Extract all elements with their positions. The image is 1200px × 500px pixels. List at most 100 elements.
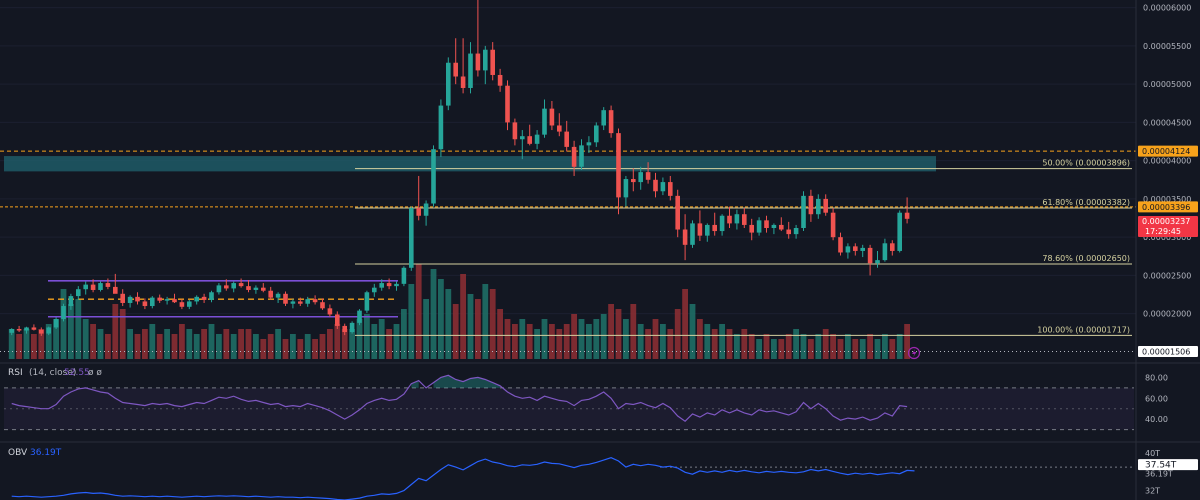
candle-body[interactable]	[756, 220, 762, 233]
candle-body[interactable]	[224, 285, 229, 289]
candle-body[interactable]	[838, 237, 843, 253]
candle-body[interactable]	[682, 229, 688, 245]
lightning-icon[interactable]	[907, 346, 921, 360]
candle-body[interactable]	[727, 215, 732, 224]
candle-body[interactable]	[594, 125, 599, 143]
candle-body[interactable]	[749, 224, 754, 233]
candle-body[interactable]	[571, 146, 577, 167]
candle-body[interactable]	[601, 110, 606, 126]
candle-body[interactable]	[446, 62, 451, 106]
candle-body[interactable]	[364, 292, 370, 311]
candle-body[interactable]	[9, 328, 14, 333]
candle-body[interactable]	[423, 203, 429, 216]
candle-body[interactable]	[416, 208, 421, 216]
candle-body[interactable]	[882, 243, 888, 261]
candle-body[interactable]	[557, 125, 562, 132]
candle-body[interactable]	[238, 283, 244, 287]
candle-body[interactable]	[61, 306, 66, 320]
candle-body[interactable]	[179, 302, 185, 307]
candle-body[interactable]	[453, 62, 458, 77]
candle-body[interactable]	[712, 224, 717, 232]
candle-body[interactable]	[623, 179, 629, 198]
candle-body[interactable]	[734, 214, 740, 224]
candle-body[interactable]	[201, 296, 207, 300]
candle-body[interactable]	[394, 283, 399, 287]
candle-body[interactable]	[127, 296, 133, 303]
candle-body[interactable]	[268, 290, 273, 298]
candle-body[interactable]	[875, 260, 880, 264]
candle-body[interactable]	[320, 302, 325, 309]
candle-body[interactable]	[527, 136, 532, 144]
candle-body[interactable]	[401, 267, 407, 284]
candle-body[interactable]	[660, 182, 666, 192]
candle-body[interactable]	[379, 283, 384, 288]
candle-body[interactable]	[172, 299, 177, 303]
candle-body[interactable]	[349, 322, 355, 333]
candle-body[interactable]	[549, 108, 555, 126]
candle-body[interactable]	[386, 283, 392, 287]
candle-body[interactable]	[283, 293, 288, 304]
candle-body[interactable]	[764, 220, 769, 228]
candle-body[interactable]	[327, 308, 333, 315]
candle-body[interactable]	[638, 172, 643, 183]
candle-body[interactable]	[853, 246, 858, 251]
rsi-label[interactable]: RSI	[8, 368, 23, 378]
candle-body[interactable]	[438, 105, 444, 150]
candle-body[interactable]	[305, 299, 310, 304]
candle-body[interactable]	[209, 292, 214, 300]
candle-body[interactable]	[860, 247, 865, 251]
candle-body[interactable]	[534, 134, 540, 144]
candle-body[interactable]	[216, 285, 222, 293]
candle-body[interactable]	[90, 284, 96, 290]
candle-body[interactable]	[808, 195, 814, 215]
candle-body[interactable]	[372, 287, 377, 293]
candle-body[interactable]	[520, 136, 525, 140]
candle-body[interactable]	[616, 133, 621, 198]
candle-body[interactable]	[142, 301, 148, 307]
candle-body[interactable]	[897, 212, 902, 251]
candle-body[interactable]	[830, 212, 836, 238]
candle-body[interactable]	[512, 122, 518, 140]
obv-label[interactable]: OBV	[8, 448, 28, 458]
candle-body[interactable]	[793, 227, 799, 235]
candle-body[interactable]	[53, 319, 59, 328]
candle-body[interactable]	[579, 145, 584, 167]
candle-body[interactable]	[194, 296, 199, 302]
candle-body[interactable]	[157, 297, 162, 301]
candle-body[interactable]	[113, 286, 118, 294]
candle-body[interactable]	[742, 214, 747, 225]
candle-body[interactable]	[135, 296, 140, 302]
candle-body[interactable]	[120, 293, 125, 303]
candle-body[interactable]	[68, 296, 74, 307]
candle-body[interactable]	[505, 85, 510, 123]
candle-body[interactable]	[645, 172, 651, 180]
candle-body[interactable]	[16, 328, 22, 331]
candle-body[interactable]	[357, 310, 362, 323]
candle-body[interactable]	[490, 49, 495, 75]
candle-body[interactable]	[586, 142, 592, 146]
candle-body[interactable]	[497, 74, 503, 86]
candle-body[interactable]	[275, 293, 281, 298]
candle-body[interactable]	[46, 327, 51, 334]
candle-body[interactable]	[823, 198, 828, 213]
candle-body[interactable]	[409, 208, 414, 268]
candle-body[interactable]	[187, 301, 192, 307]
candle-body[interactable]	[150, 297, 155, 307]
rsi-pane[interactable]: 80.00 60.00 40.00 RSI (14, close) 52.55 ø …	[4, 368, 1168, 431]
candle-body[interactable]	[779, 224, 784, 230]
candle-body[interactable]	[705, 224, 710, 236]
candle-body[interactable]	[335, 314, 340, 326]
candle-body[interactable]	[231, 283, 236, 289]
candle-body[interactable]	[786, 229, 791, 235]
candle-body[interactable]	[867, 247, 873, 264]
candle-body[interactable]	[608, 110, 614, 134]
obv-pane[interactable]: 40T 32T 37.54T 36.19T OBV 36.19T	[8, 448, 1198, 500]
candle-body[interactable]	[342, 325, 347, 333]
candle-body[interactable]	[24, 327, 29, 331]
candle-body[interactable]	[816, 198, 821, 215]
candle-body[interactable]	[253, 287, 259, 290]
candle-body[interactable]	[890, 243, 895, 251]
candle-body[interactable]	[675, 195, 680, 230]
